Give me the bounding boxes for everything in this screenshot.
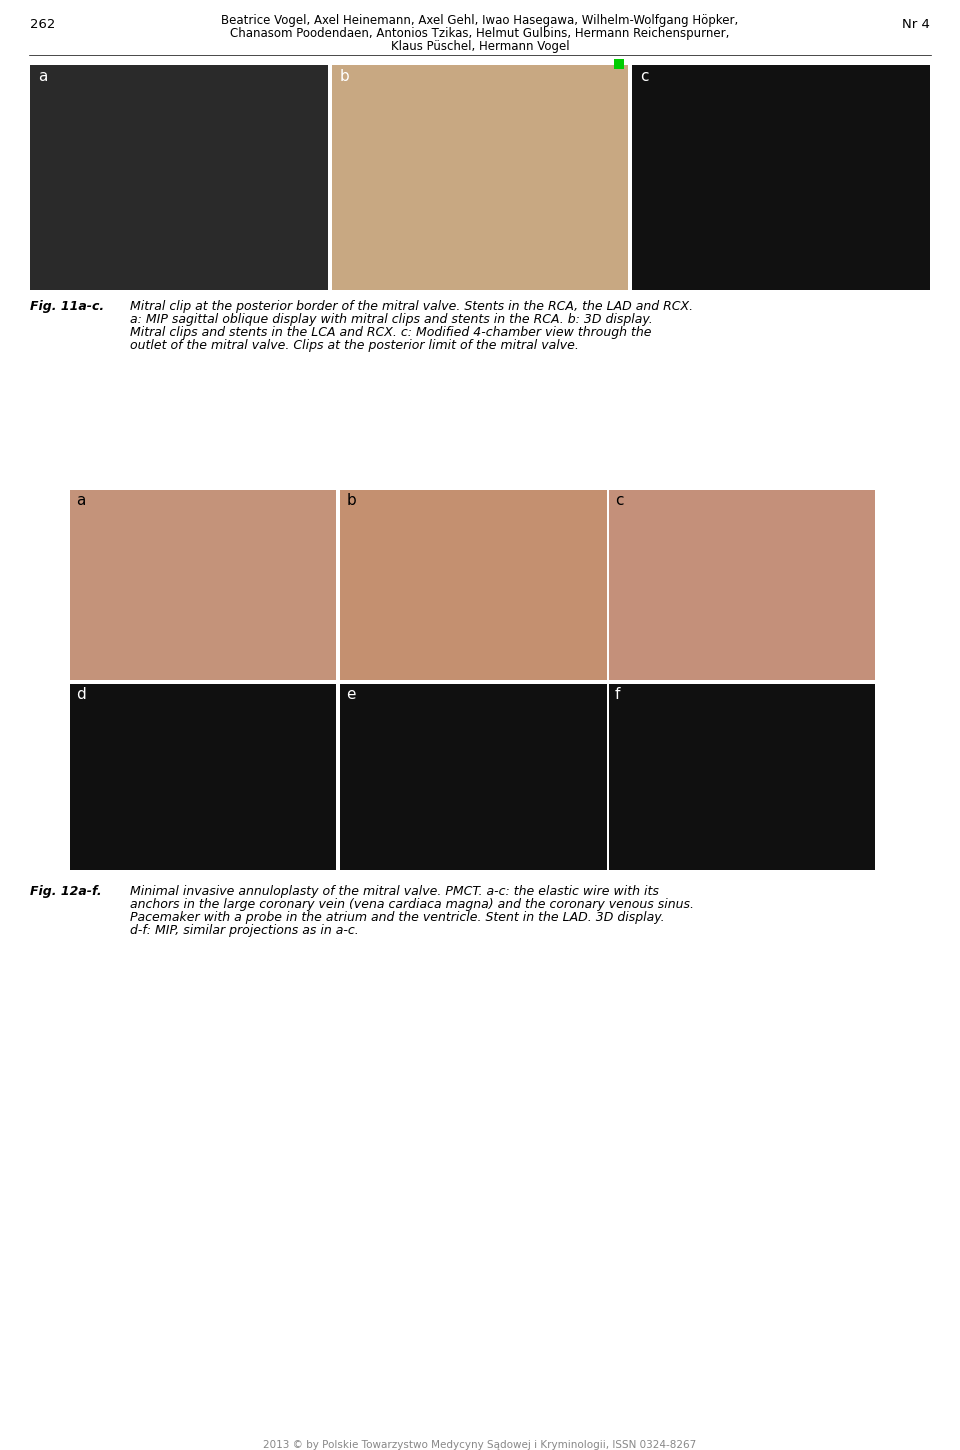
- Text: anchors in the large coronary vein (vena cardiaca magna) and the coronary venous: anchors in the large coronary vein (vena…: [130, 898, 694, 911]
- Bar: [609, 490, 875, 680]
- Text: 262: 262: [30, 17, 56, 30]
- Text: outlet of the mitral valve. Clips at the posterior limit of the mitral valve.: outlet of the mitral valve. Clips at the…: [130, 339, 579, 352]
- Text: a: MIP sagittal oblique display with mitral clips and stents in the RCA. b: 3D d: a: MIP sagittal oblique display with mit…: [130, 313, 653, 326]
- Text: f: f: [614, 687, 620, 702]
- Text: Fig. 12a-f.: Fig. 12a-f.: [30, 884, 102, 898]
- Bar: [341, 684, 607, 870]
- Text: a: a: [76, 493, 85, 508]
- Text: Pacemaker with a probe in the atrium and the ventricle. Stent in the LAD. 3D dis: Pacemaker with a probe in the atrium and…: [130, 911, 664, 924]
- Text: Klaus Püschel, Hermann Vogel: Klaus Püschel, Hermann Vogel: [391, 41, 569, 54]
- Bar: [614, 59, 624, 70]
- Bar: [70, 490, 336, 680]
- Text: d: d: [76, 687, 85, 702]
- Text: Mitral clips and stents in the LCA and RCX. c: Modified 4-chamber view through t: Mitral clips and stents in the LCA and R…: [130, 326, 652, 339]
- Text: d-f: MIP, similar projections as in a-c.: d-f: MIP, similar projections as in a-c.: [130, 924, 359, 937]
- Text: 2013 © by Polskie Towarzystwo Medycyny Sądowej i Kryminologii, ISSN 0324-8267: 2013 © by Polskie Towarzystwo Medycyny S…: [263, 1440, 697, 1450]
- Text: Minimal invasive annuloplasty of the mitral valve. PMCT. a-c: the elastic wire w: Minimal invasive annuloplasty of the mit…: [130, 884, 659, 898]
- Text: Fig. 11a-c.: Fig. 11a-c.: [30, 300, 104, 313]
- Text: Nr 4: Nr 4: [902, 17, 930, 30]
- Text: b: b: [340, 70, 349, 84]
- Text: a: a: [38, 70, 47, 84]
- Text: Chanasom Poodendaen, Antonios Tzikas, Helmut Gulbins, Hermann Reichenspurner,: Chanasom Poodendaen, Antonios Tzikas, He…: [230, 28, 730, 41]
- Text: c: c: [640, 70, 649, 84]
- Bar: [30, 65, 328, 290]
- Bar: [341, 490, 607, 680]
- Bar: [70, 684, 336, 870]
- Text: Beatrice Vogel, Axel Heinemann, Axel Gehl, Iwao Hasegawa, Wilhelm-Wolfgang Höpke: Beatrice Vogel, Axel Heinemann, Axel Geh…: [222, 14, 738, 28]
- Text: e: e: [347, 687, 356, 702]
- Text: b: b: [347, 493, 356, 508]
- Bar: [609, 684, 875, 870]
- Bar: [632, 65, 930, 290]
- Bar: [332, 65, 628, 290]
- Text: Mitral clip at the posterior border of the mitral valve. Stents in the RCA, the : Mitral clip at the posterior border of t…: [130, 300, 693, 313]
- Text: c: c: [614, 493, 623, 508]
